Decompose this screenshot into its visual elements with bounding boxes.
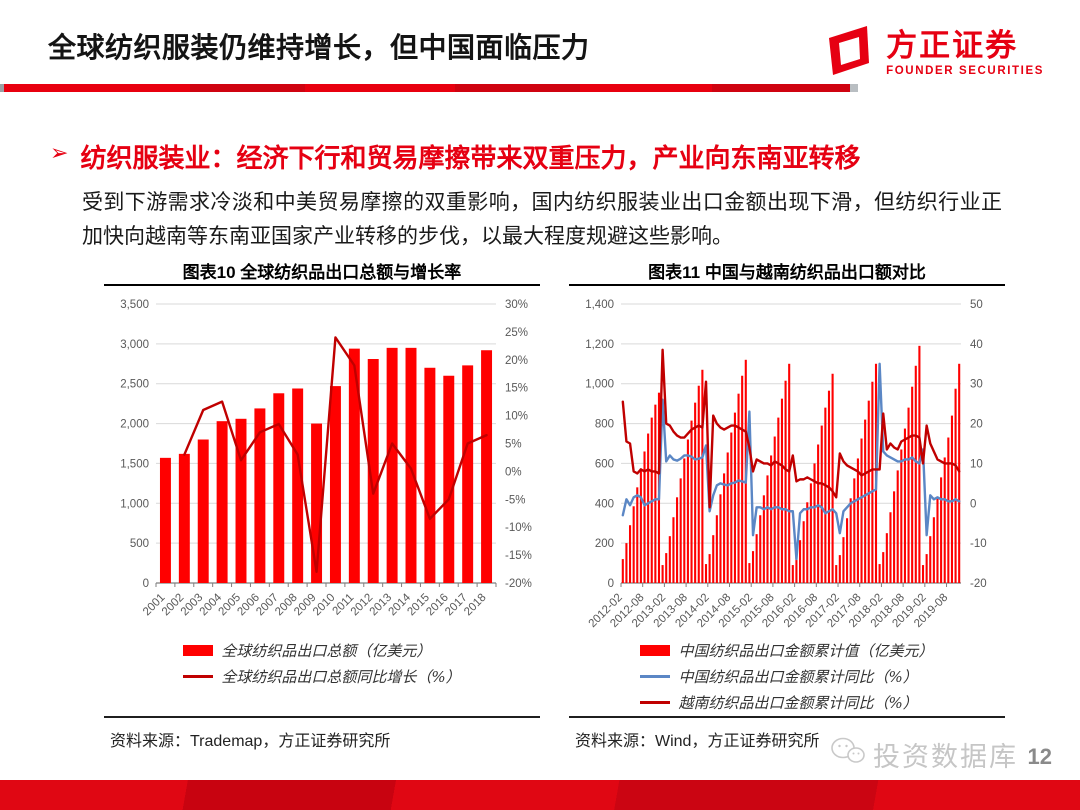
svg-text:3,500: 3,500: [120, 299, 149, 311]
legend-line-marker: [640, 701, 671, 704]
svg-text:0: 0: [608, 578, 614, 590]
svg-text:400: 400: [595, 498, 614, 510]
legend-item: 中国纺织品出口金额累计同比（%）: [640, 666, 933, 687]
svg-text:3,000: 3,000: [120, 339, 149, 351]
svg-text:200: 200: [595, 538, 614, 550]
source-text: 资料来源：Wind，方正证券研究所: [575, 733, 820, 750]
source-divider: [104, 716, 540, 718]
svg-text:1,000: 1,000: [120, 498, 149, 510]
svg-text:30: 30: [970, 379, 983, 391]
svg-text:5%: 5%: [505, 439, 522, 451]
legend-line-marker: [183, 675, 214, 678]
svg-text:0%: 0%: [505, 466, 522, 478]
section-heading-row: ➢ 纺织服装业：经济下行和贸易摩擦带来双重压力，产业向东南亚转移: [50, 138, 860, 175]
chart-legend: 中国纺织品出口金额累计值（亿美元） 中国纺织品出口金额累计同比（%） 越南纺织品出口…: [640, 640, 934, 714]
legend-bar-marker: [183, 645, 214, 656]
svg-text:-20%: -20%: [505, 578, 532, 590]
source-divider: [569, 716, 1005, 718]
svg-text:0: 0: [970, 498, 976, 510]
svg-text:500: 500: [130, 538, 149, 550]
legend-item: 中国纺织品出口金额累计值（亿美元）: [640, 640, 934, 661]
legend-label: 中国纺织品出口金额累计同比（%）: [678, 668, 918, 686]
chart-panel-china-vietnam: 图表11 中国与越南纺织品出口额对比 0 200 400 600 800 1,000 1,2…: [569, 258, 1005, 751]
chart-title: 图表10 全球纺织品出口总额与增长率: [182, 263, 462, 282]
title-rule: [104, 284, 540, 286]
svg-text:15%: 15%: [505, 383, 528, 395]
svg-text:600: 600: [595, 458, 614, 470]
legend-label: 全球纺织品出口总额（亿美元）: [221, 642, 432, 660]
page-title: 全球纺织服装仍维持增长，但中国面临压力: [48, 32, 590, 63]
founder-securities-logo: 方正证券 FOUNDER SECURITIES: [822, 24, 1044, 83]
legend-line-marker: [640, 675, 671, 678]
svg-text:10: 10: [970, 458, 983, 470]
svg-text:1,000: 1,000: [585, 379, 614, 391]
chart-title: 图表11 中国与越南纺织品出口额对比: [648, 263, 926, 282]
legend-label: 中国纺织品出口金额累计值（亿美元）: [678, 642, 934, 660]
page-number: 12: [1027, 744, 1052, 769]
svg-text:1,200: 1,200: [585, 339, 614, 351]
svg-text:50: 50: [970, 299, 983, 311]
svg-text:-5%: -5%: [505, 494, 525, 506]
title-rule: [569, 284, 1005, 286]
svg-text:2018: 2018: [462, 592, 489, 619]
header-divider: [0, 84, 858, 92]
watermark: 投资数据库: [830, 735, 1018, 774]
svg-text:40: 40: [970, 339, 983, 351]
watermark-text: 投资数据库: [873, 742, 1018, 772]
source-text: 资料来源：Trademap，方正证券研究所: [110, 733, 391, 750]
legend-item: 全球纺织品出口总额同比增长（%）: [183, 666, 461, 687]
arrow-bullet-icon: ➢: [50, 140, 69, 165]
svg-text:-10: -10: [970, 538, 987, 550]
logo-en-text: FOUNDER SECURITIES: [886, 65, 1044, 78]
svg-text:20%: 20%: [505, 355, 528, 367]
legend-label: 越南纺织品出口金额累计同比（%）: [678, 694, 918, 712]
svg-text:2,500: 2,500: [120, 379, 149, 391]
svg-text:-20: -20: [970, 578, 987, 590]
svg-text:0: 0: [143, 578, 149, 590]
svg-text:2,000: 2,000: [120, 419, 149, 431]
footer-red-bar: [0, 780, 1080, 810]
chart-panel-global-exports: 图表10 全球纺织品出口总额与增长率 0 500 1,000 1,500 2,000 2,…: [104, 258, 540, 751]
chart-canvas-global-exports: 0 500 1,000 1,500 2,000 2,500 3,000 3,500 -20% -1…: [120, 299, 532, 619]
legend-label: 全球纺织品出口总额同比增长（%）: [221, 668, 461, 686]
svg-text:-10%: -10%: [505, 522, 532, 534]
logo-cn-text: 方正证券: [886, 27, 1019, 63]
legend-bar-marker: [640, 645, 671, 656]
svg-text:30%: 30%: [505, 299, 528, 311]
body-paragraph: 受到下游需求冷淡和中美贸易摩擦的双重影响，国内纺织服装业出口金额出现下滑，但纺织…: [82, 191, 1002, 248]
svg-text:20: 20: [970, 419, 983, 431]
svg-text:800: 800: [595, 419, 614, 431]
svg-text:-15%: -15%: [505, 550, 532, 562]
section-heading: 纺织服装业：经济下行和贸易摩擦带来双重压力，产业向东南亚转移: [80, 143, 861, 173]
svg-text:25%: 25%: [505, 327, 528, 339]
chart-legend: 全球纺织品出口总额（亿美元） 全球纺织品出口总额同比增长（%）: [183, 640, 461, 714]
founder-logo-icon: [822, 24, 876, 83]
wechat-icon: [830, 736, 866, 773]
svg-text:10%: 10%: [505, 411, 528, 423]
legend-item: 越南纺织品出口金额累计同比（%）: [640, 692, 933, 713]
chart-canvas-china-vietnam: 0 200 400 600 800 1,000 1,200 1,400 -20 -10 0 10 20 3…: [585, 299, 987, 630]
svg-text:1,400: 1,400: [585, 299, 614, 311]
legend-item: 全球纺织品出口总额（亿美元）: [183, 640, 460, 661]
svg-text:1,500: 1,500: [120, 458, 149, 470]
